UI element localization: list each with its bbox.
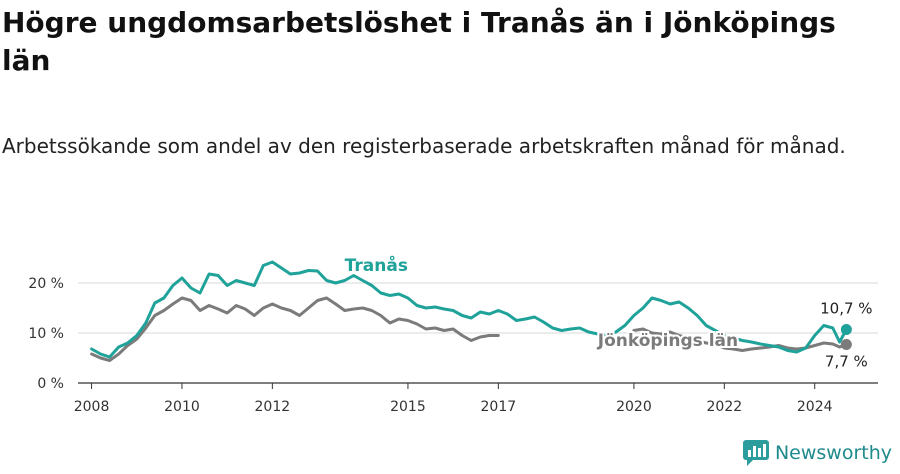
- end-marker-tranas: [840, 324, 852, 335]
- series-group: [90, 260, 852, 362]
- chart-title: Högre ungdomsarbetslöshet i Tranås än i …: [2, 6, 836, 77]
- brand-name: Newsworthy: [774, 442, 892, 464]
- brand-logo: Newsworthy: [742, 438, 892, 468]
- x-tick-label: 2020: [616, 399, 652, 415]
- y-tick-label: 10 %: [28, 326, 64, 342]
- y-tick-label: 20 %: [28, 276, 64, 292]
- series-line-jonkoping-recent: [632, 327, 848, 352]
- series-line-jonkoping: [90, 296, 500, 362]
- x-tick-label: 2024: [797, 399, 833, 415]
- chart-subtitle: Arbetssökande som andel av den registerb…: [2, 134, 846, 158]
- end-value-label-tranas: 10,7 %: [820, 300, 872, 318]
- x-tick-label: 2010: [164, 399, 200, 415]
- series-label-tranas: Tranås: [345, 254, 408, 276]
- x-tick-label: 2022: [707, 399, 743, 415]
- x-tick-label: 2017: [481, 399, 517, 415]
- end-marker-jonkoping: [840, 339, 852, 350]
- series-line-tranas: [90, 260, 848, 359]
- x-tick-label: 2015: [390, 399, 426, 415]
- x-tick-label: 2012: [255, 399, 291, 415]
- bar-chart-logo-icon: [742, 440, 769, 466]
- y-tick-label: 0 %: [37, 376, 64, 392]
- series-label-jonkoping: Jönköpings län: [597, 331, 738, 351]
- grid: 0 % 10 % 20 % 2008 2010 2012 2015 2017 2020 2022 2…: [28, 276, 878, 415]
- x-tick-label: 2008: [74, 399, 110, 415]
- end-value-label-jonkoping: 7,7 %: [825, 353, 868, 371]
- label-group: Jönköpings län 7,7 % Tranås 10,7 %: [343, 252, 873, 371]
